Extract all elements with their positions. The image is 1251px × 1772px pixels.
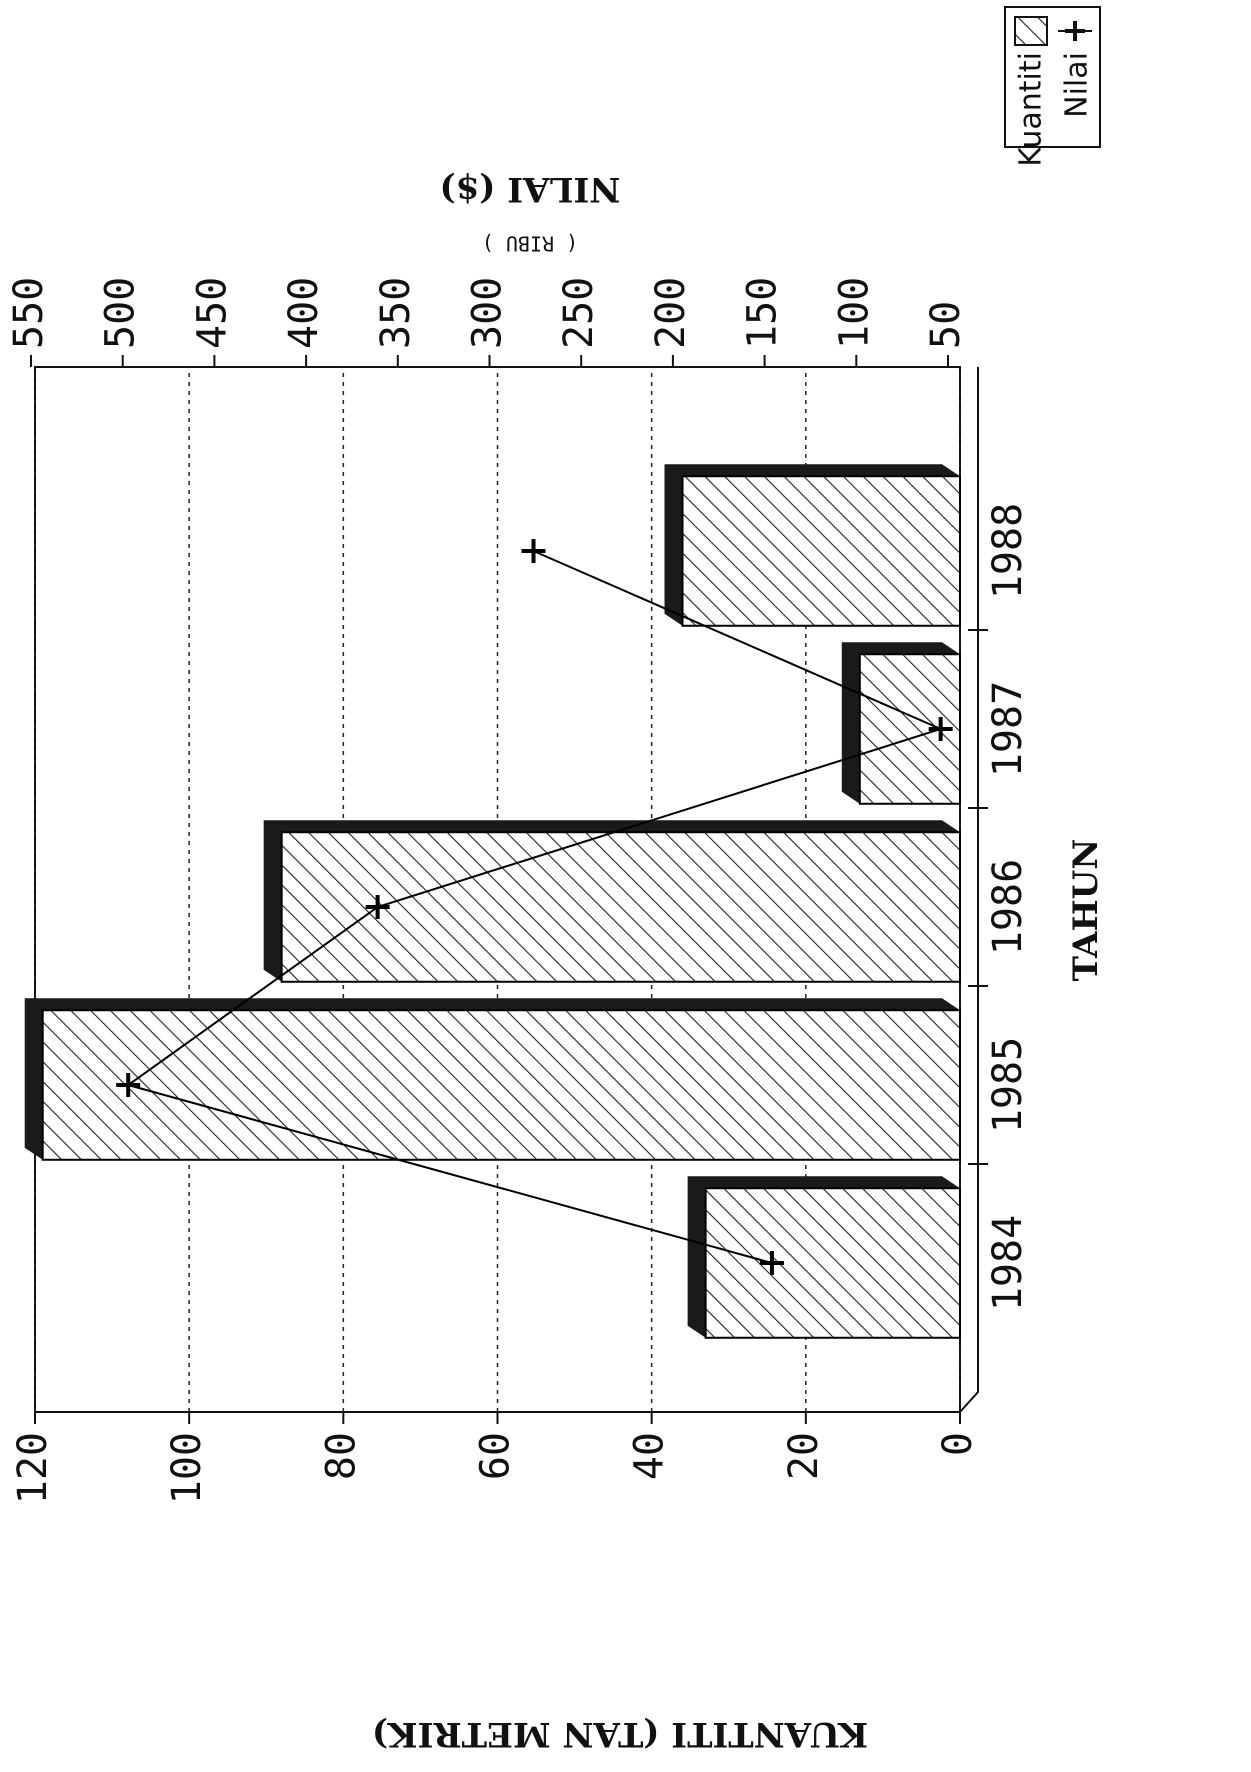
- y2-tick-label: 100: [831, 277, 877, 349]
- y2-tick-label: 250: [556, 277, 602, 349]
- marker: [116, 1073, 141, 1097]
- x-tick-label: 1988: [985, 503, 1031, 599]
- y2-tick-label: 550: [6, 277, 52, 349]
- legend-swatch: [1014, 16, 1048, 46]
- x-tick-label: 1987: [985, 681, 1031, 777]
- y2-tick-label: 200: [648, 277, 694, 349]
- y-tick-label: 40: [627, 1432, 673, 1480]
- bar: [41, 1009, 962, 1161]
- y2-tick-label: 150: [740, 277, 786, 349]
- bar: [280, 831, 961, 983]
- legend-label: Kuantiti: [1014, 52, 1049, 167]
- y-tick-label: 60: [473, 1432, 519, 1480]
- marker: [365, 895, 390, 919]
- marker: [759, 1251, 784, 1275]
- y2-tick-label: 500: [98, 277, 144, 349]
- y-tick-label: 20: [781, 1432, 827, 1480]
- legend-label: Nilai: [1060, 52, 1095, 118]
- y2-tick-label: 350: [373, 277, 419, 349]
- marker: [928, 717, 953, 741]
- y-tick-label: 120: [10, 1432, 56, 1504]
- y-axis-label: KUANTITI (TAN METRIK): [372, 1714, 868, 1754]
- x-axis-label: TAHUN: [1066, 839, 1106, 982]
- y2-axis-label: NILAI ($): [440, 169, 621, 209]
- legend-marker: [1065, 21, 1085, 41]
- y-tick-label: 100: [164, 1432, 210, 1504]
- y2-axis-sublabel: ( RIBU ): [482, 232, 578, 256]
- rotated-plot: KUANTITI (TAN METRIK) NILAI ($) ( RIBU )…: [6, 6, 1106, 1754]
- bar: [681, 475, 961, 627]
- floor: [959, 367, 979, 1413]
- x-tick-label: 1986: [985, 859, 1031, 955]
- y2-tick-label: 400: [281, 277, 327, 349]
- y-tick-label: 0: [935, 1432, 981, 1456]
- bar: [704, 1187, 961, 1339]
- y2-tick-label: 300: [465, 277, 511, 349]
- y-tick-label: 80: [318, 1432, 364, 1480]
- bar: [858, 653, 962, 805]
- y2-tick-label: 450: [189, 277, 235, 349]
- marker: [521, 539, 546, 563]
- y2-tick-label: 50: [923, 301, 969, 349]
- x-tick-label: 1985: [985, 1037, 1031, 1133]
- x-tick-label: 1984: [985, 1215, 1031, 1311]
- bar-side: [841, 642, 960, 804]
